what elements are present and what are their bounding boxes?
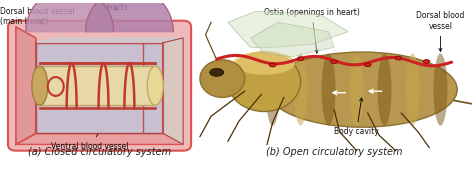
Circle shape xyxy=(210,68,224,76)
Circle shape xyxy=(297,57,304,61)
Text: Hearts: Hearts xyxy=(103,3,128,13)
FancyBboxPatch shape xyxy=(36,43,163,133)
Bar xyxy=(40,66,155,105)
Polygon shape xyxy=(26,0,113,32)
Ellipse shape xyxy=(377,54,392,126)
Ellipse shape xyxy=(265,54,280,126)
Circle shape xyxy=(365,63,371,67)
Ellipse shape xyxy=(228,52,301,112)
Text: (a) Closed circulatory system: (a) Closed circulatory system xyxy=(28,147,171,157)
Circle shape xyxy=(423,60,430,63)
Ellipse shape xyxy=(321,54,336,126)
Text: (b) Open circulatory system: (b) Open circulatory system xyxy=(266,147,402,157)
Ellipse shape xyxy=(405,54,419,126)
Circle shape xyxy=(395,56,402,60)
Ellipse shape xyxy=(147,66,163,105)
Polygon shape xyxy=(16,27,36,144)
Circle shape xyxy=(331,60,337,64)
Polygon shape xyxy=(228,11,348,47)
Text: Hearts: Hearts xyxy=(208,56,269,71)
Polygon shape xyxy=(163,38,183,144)
Text: Ostia (openings in heart): Ostia (openings in heart) xyxy=(264,8,360,53)
Text: Ventral blood vessel: Ventral blood vessel xyxy=(51,121,128,151)
Polygon shape xyxy=(36,38,183,43)
Polygon shape xyxy=(86,0,173,32)
FancyBboxPatch shape xyxy=(8,21,191,151)
Ellipse shape xyxy=(200,60,245,97)
Ellipse shape xyxy=(267,52,457,127)
Ellipse shape xyxy=(433,54,447,126)
Text: Dorsal blood vessel
(main heart): Dorsal blood vessel (main heart) xyxy=(0,7,75,26)
Text: Dorsal blood
vessel: Dorsal blood vessel xyxy=(416,11,465,52)
Text: Body cavity: Body cavity xyxy=(334,98,379,136)
Polygon shape xyxy=(16,133,183,144)
Ellipse shape xyxy=(234,51,295,75)
Ellipse shape xyxy=(32,66,48,105)
Ellipse shape xyxy=(293,54,308,126)
Ellipse shape xyxy=(349,54,364,126)
Circle shape xyxy=(269,63,276,67)
Polygon shape xyxy=(250,22,334,57)
